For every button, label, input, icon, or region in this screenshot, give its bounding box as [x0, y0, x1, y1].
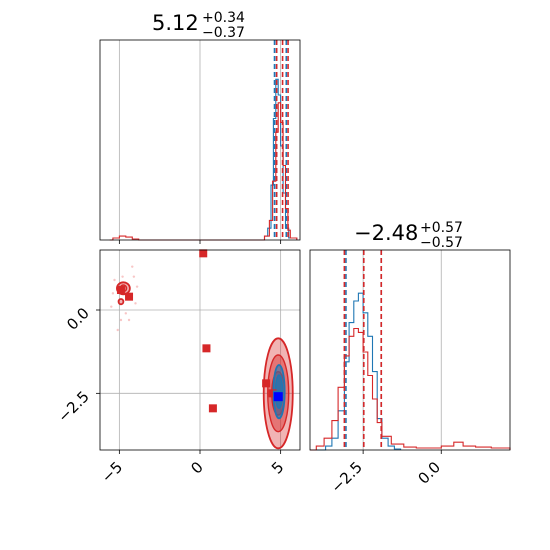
histogram-series-2 — [109, 102, 298, 241]
sample-point — [134, 302, 137, 305]
sample-point — [116, 328, 119, 332]
param2-title: −2.48 — [354, 221, 418, 245]
sample-point — [110, 305, 113, 308]
y-tick-label: −2.5 — [54, 387, 92, 425]
histogram-series-2 — [310, 327, 511, 451]
sample-point — [121, 275, 124, 278]
sample-point — [131, 265, 134, 268]
scatter-point — [268, 389, 277, 398]
param1-title: 5.12 — [152, 11, 199, 35]
axes-frame — [309, 249, 511, 451]
param2-title-plus: +0.57 — [420, 220, 463, 236]
histogram-series-1 — [258, 78, 298, 241]
scatter-point — [262, 379, 271, 388]
param1-title-value: 5.12 — [152, 11, 199, 35]
x-tick-label: 5 — [268, 458, 287, 477]
sample-point — [119, 318, 123, 322]
scatter-point — [125, 292, 134, 301]
x-tick-label: 0 — [187, 458, 206, 477]
sample-point — [111, 292, 115, 295]
scatter-point — [208, 404, 217, 413]
x-tick-label: −5 — [98, 458, 126, 486]
sample-point — [113, 278, 116, 282]
sample-point — [127, 318, 131, 322]
scatter-point — [116, 286, 125, 294]
scatter-point — [199, 249, 208, 258]
param1-title-minus: −0.37 — [202, 25, 245, 41]
marginal-histogram-param2: −2.5 0.0 — [309, 249, 511, 497]
scatter-point — [273, 392, 283, 402]
sample-point — [132, 275, 136, 278]
histogram-series-1 — [316, 292, 402, 451]
param2-title-value: −2.48 — [354, 221, 418, 245]
scatter-point — [202, 344, 211, 353]
joint-scatter-panel: −5 0 5 −2.5 0.0 — [54, 249, 301, 486]
density-contour — [117, 298, 125, 306]
param1-title-plus: +0.34 — [202, 10, 245, 26]
x-tick-label: 0.0 — [414, 458, 444, 488]
x-tick-label: −2.5 — [327, 458, 365, 496]
y-tick-label: 0.0 — [63, 304, 93, 334]
sample-point — [135, 285, 139, 288]
marginal-histogram-param1 — [99, 39, 301, 244]
sample-point — [124, 312, 128, 315]
param2-title-minus: −0.57 — [420, 235, 463, 251]
